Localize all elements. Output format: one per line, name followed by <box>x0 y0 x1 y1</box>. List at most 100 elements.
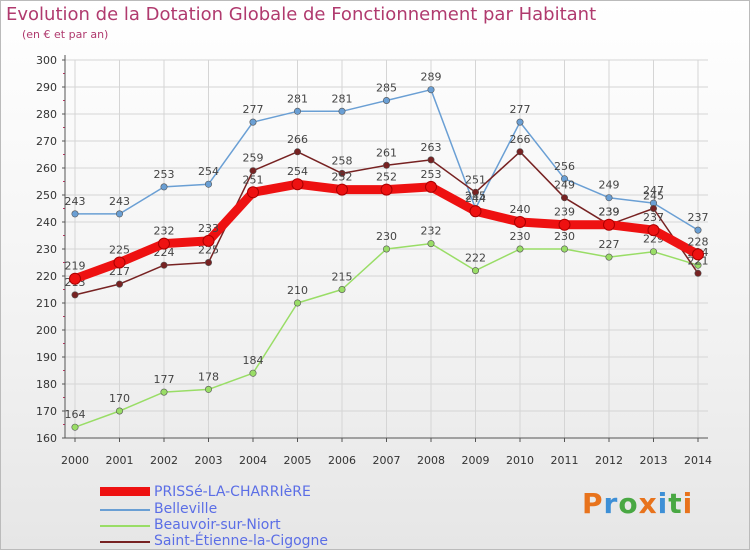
data-label-belleville: 281 <box>332 92 353 105</box>
data-point-priss-la-charri-re <box>202 234 215 247</box>
data-point-saint-tienne-la-cigogne <box>560 194 568 202</box>
data-point-belleville <box>71 210 79 218</box>
data-point-priss-la-charri-re <box>558 218 571 231</box>
data-point-saint-tienne-la-cigogne <box>249 167 257 175</box>
data-point-priss-la-charri-re <box>425 180 437 193</box>
data-point-beauvoir-sur-niort <box>427 240 435 248</box>
data-label-beauvoir-sur-niort: 210 <box>287 284 308 297</box>
data-point-belleville <box>160 183 168 191</box>
data-label-belleville: 277 <box>510 103 531 116</box>
logo-letter: i <box>657 487 669 520</box>
data-point-belleville <box>249 118 257 126</box>
data-label-belleville: 253 <box>154 168 175 181</box>
data-label-saint-tienne-la-cigogne: 266 <box>510 133 531 146</box>
data-point-beauvoir-sur-niort <box>471 267 479 275</box>
legend-swatch-prisse <box>100 487 150 496</box>
data-label-priss-la-charri-re: 232 <box>154 225 175 238</box>
data-label-priss-la-charri-re: 219 <box>65 260 86 273</box>
data-point-beauvoir-sur-niort <box>694 261 702 269</box>
data-label-saint-tienne-la-cigogne: 221 <box>688 254 709 267</box>
data-label-saint-tienne-la-cigogne: 245 <box>643 190 664 203</box>
x-tick-label: 2001 <box>106 454 134 467</box>
data-point-beauvoir-sur-niort <box>160 388 168 396</box>
data-point-belleville <box>205 180 213 188</box>
data-point-belleville <box>694 226 702 234</box>
chart-title: Evolution de la Dotation Globale de Fonc… <box>6 4 597 25</box>
legend-swatch-saint-etienne <box>100 541 150 543</box>
data-point-belleville <box>605 194 613 202</box>
legend-swatch-belleville <box>100 509 150 511</box>
data-label-saint-tienne-la-cigogne: 251 <box>465 173 486 186</box>
data-label-priss-la-charri-re: 254 <box>287 165 308 178</box>
x-tick-label: 2014 <box>684 454 712 467</box>
x-tick-label: 2002 <box>150 454 178 467</box>
data-label-belleville: 254 <box>198 165 219 178</box>
data-label-priss-la-charri-re: 253 <box>421 168 442 181</box>
data-point-belleville <box>116 210 124 218</box>
legend-label-saint-etienne: Saint-Étienne-la-Cigogne <box>154 533 329 549</box>
data-point-belleville <box>382 97 390 105</box>
y-tick-label: 260 <box>36 162 57 175</box>
data-point-belleville <box>516 118 524 126</box>
data-label-beauvoir-sur-niort: 227 <box>599 238 620 251</box>
data-label-belleville: 281 <box>287 92 308 105</box>
data-label-priss-la-charri-re: 251 <box>243 173 264 186</box>
data-label-beauvoir-sur-niort: 215 <box>332 271 353 284</box>
data-label-priss-la-charri-re: 252 <box>376 171 397 184</box>
data-point-saint-tienne-la-cigogne <box>160 261 168 269</box>
data-label-belleville: 277 <box>243 103 264 116</box>
data-label-saint-tienne-la-cigogne: 225 <box>198 244 219 257</box>
data-point-belleville <box>427 86 435 94</box>
x-tick-label: 2008 <box>417 454 445 467</box>
y-tick-label: 170 <box>36 405 57 418</box>
logo-letter: r <box>603 487 619 520</box>
y-tick-label: 270 <box>36 135 57 148</box>
y-tick-label: 220 <box>36 270 57 283</box>
data-label-beauvoir-sur-niort: 222 <box>465 252 486 265</box>
data-point-beauvoir-sur-niort <box>338 285 346 293</box>
y-tick-label: 180 <box>36 378 57 391</box>
logo-letter: P <box>582 487 604 520</box>
x-tick-label: 2000 <box>61 454 89 467</box>
data-point-priss-la-charri-re <box>380 183 393 196</box>
data-point-saint-tienne-la-cigogne <box>649 205 657 213</box>
data-point-beauvoir-sur-niort <box>293 299 301 307</box>
data-point-beauvoir-sur-niort <box>516 245 524 253</box>
data-point-saint-tienne-la-cigogne <box>694 269 702 277</box>
x-tick-label: 2012 <box>595 454 623 467</box>
data-label-priss-la-charri-re: 244 <box>465 192 486 205</box>
data-point-beauvoir-sur-niort <box>71 423 79 431</box>
data-label-priss-la-charri-re: 237 <box>643 211 664 224</box>
y-tick-label: 160 <box>36 432 57 445</box>
x-tick-label: 2007 <box>373 454 401 467</box>
data-label-beauvoir-sur-niort: 230 <box>510 230 531 243</box>
data-point-priss-la-charri-re <box>69 272 81 285</box>
data-label-belleville: 243 <box>109 195 130 208</box>
data-point-beauvoir-sur-niort <box>605 253 613 261</box>
data-label-belleville: 285 <box>376 82 397 95</box>
data-label-beauvoir-sur-niort: 177 <box>154 373 175 386</box>
data-point-priss-la-charri-re <box>469 205 482 218</box>
y-tick-label: 210 <box>36 297 57 310</box>
data-label-priss-la-charri-re: 239 <box>554 206 575 219</box>
x-tick-label: 2003 <box>195 454 223 467</box>
data-point-saint-tienne-la-cigogne <box>516 148 524 156</box>
data-label-priss-la-charri-re: 252 <box>332 171 353 184</box>
data-point-beauvoir-sur-niort <box>560 245 568 253</box>
logo-letter: i <box>682 487 694 520</box>
data-label-saint-tienne-la-cigogne: 263 <box>421 141 442 154</box>
x-tick-label: 2005 <box>284 454 312 467</box>
data-label-saint-tienne-la-cigogne: 249 <box>554 179 575 192</box>
legend-label-prisse: PRISSé-LA-CHARRIèRE <box>154 484 311 500</box>
data-label-beauvoir-sur-niort: 184 <box>243 354 264 367</box>
y-tick-label: 300 <box>36 54 57 67</box>
y-tick-label: 250 <box>36 189 57 202</box>
y-tick-label: 240 <box>36 216 57 229</box>
legend-label-beauvoir: Beauvoir-sur-Niort <box>154 517 281 533</box>
x-tick-label: 2011 <box>551 454 579 467</box>
x-tick-label: 2006 <box>328 454 356 467</box>
legend-label-belleville: Belleville <box>154 501 218 517</box>
data-label-priss-la-charri-re: 240 <box>510 203 531 216</box>
